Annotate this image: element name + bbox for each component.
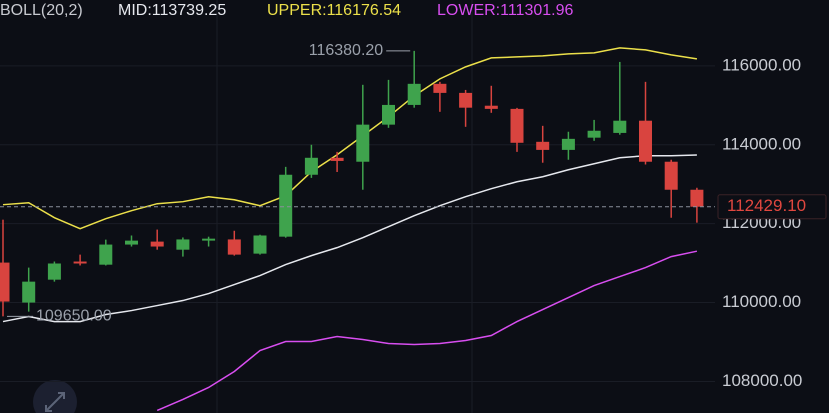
low-marker-label: 109650.00 — [36, 308, 112, 325]
candle-body — [690, 189, 704, 207]
candle-body — [22, 281, 36, 303]
readout-mid: MID:113739.25 — [118, 2, 226, 19]
candle-body — [433, 83, 447, 93]
candle-body — [176, 239, 190, 250]
candle-body — [125, 240, 138, 245]
band-line — [2, 47, 698, 230]
candle-body — [639, 120, 652, 162]
candle-body — [202, 238, 216, 241]
candle-body — [279, 174, 293, 237]
candle-body — [330, 157, 344, 161]
candle-body — [587, 130, 601, 138]
candle-body — [382, 104, 395, 125]
expand-button[interactable] — [33, 380, 77, 413]
candle-body — [613, 120, 627, 133]
candle-body — [356, 124, 370, 162]
readout-upper: UPPER:116176.54 — [267, 2, 401, 19]
candle-body — [0, 262, 10, 302]
candle-body — [459, 92, 473, 108]
candle-body — [484, 105, 498, 109]
indicator: BOLL(20,2) — [0, 2, 83, 19]
high-marker-label: 116380.20 — [309, 42, 384, 59]
candle-body — [47, 263, 61, 280]
candle-body — [304, 157, 318, 175]
band-line — [2, 154, 697, 323]
candle-body — [407, 83, 421, 105]
last-price-box — [717, 194, 827, 220]
y-tick-label: 108000.00 — [722, 371, 802, 390]
candle-body — [510, 108, 524, 143]
candle-body — [664, 161, 678, 190]
candle-body — [73, 261, 87, 264]
band-line — [156, 250, 698, 412]
candle-body — [253, 235, 267, 254]
candle-body — [227, 239, 241, 255]
y-tick-label: 116000.00 — [722, 55, 801, 74]
last-price-label: 112429.10 — [727, 196, 806, 215]
candle-body — [150, 241, 164, 247]
readout-lower: LOWER:111301.96 — [437, 2, 573, 19]
candle-body — [561, 138, 575, 150]
y-tick-label: 114000.00 — [722, 134, 801, 153]
y-tick-label: 110000.00 — [722, 292, 801, 311]
candle-body — [536, 141, 550, 150]
candle-body — [99, 244, 113, 265]
